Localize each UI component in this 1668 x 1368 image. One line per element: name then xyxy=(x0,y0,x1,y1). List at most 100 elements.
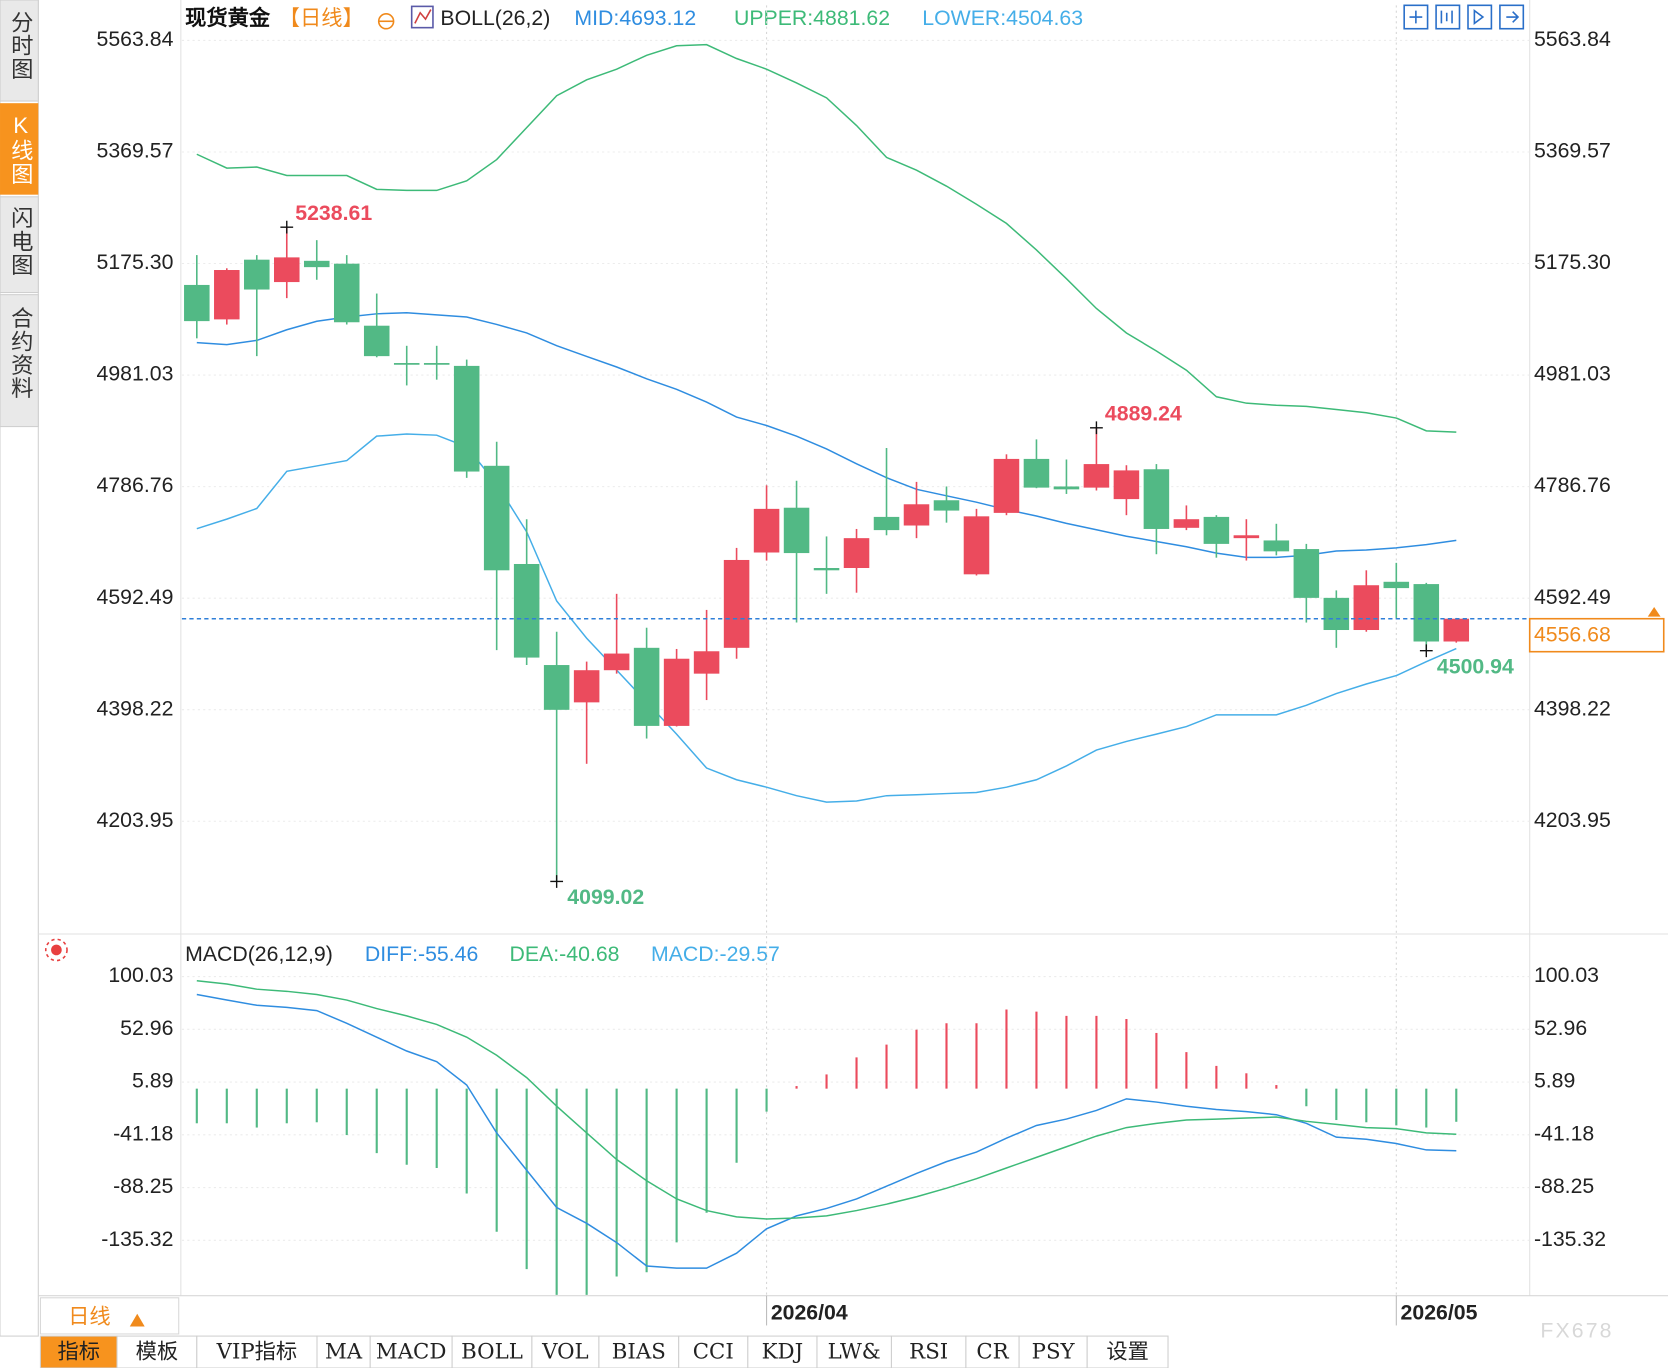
indicator-tab-label[interactable]: CCI xyxy=(693,1340,734,1365)
high-label: 4889.24 xyxy=(1105,402,1182,426)
macd-icon-ring xyxy=(44,938,68,962)
y-tick-label-right: 52.96 xyxy=(1534,1016,1587,1040)
indicator-tab[interactable] xyxy=(678,1335,749,1368)
y-tick-label: 5.89 xyxy=(132,1069,173,1093)
indicator-tab-label[interactable]: 模板 xyxy=(136,1340,179,1365)
indicator-tab[interactable] xyxy=(598,1335,680,1368)
sidebar-label[interactable]: 闪电图 xyxy=(8,206,33,277)
legend-entry: DIFF:-55.46 xyxy=(365,942,478,966)
indicator-tab[interactable] xyxy=(816,1335,892,1368)
legend-entry: MID:4693.12 xyxy=(574,6,696,30)
candle-body xyxy=(1023,458,1050,488)
indicator-tab-label[interactable]: LW& xyxy=(828,1340,881,1365)
y-tick-label: 4592.49 xyxy=(97,585,174,609)
candle-body xyxy=(1083,464,1110,488)
candle-body xyxy=(393,363,420,365)
sidebar-label[interactable]: 分时图 xyxy=(8,10,33,81)
indicator-tab-label[interactable]: 指标 xyxy=(57,1340,100,1365)
candle-body xyxy=(363,325,390,357)
candle-body xyxy=(184,284,210,322)
high-marker xyxy=(280,220,294,234)
indicator-tab-label[interactable]: VOL xyxy=(541,1340,589,1365)
indicator-label: MACD(26,12,9) xyxy=(185,942,333,966)
low-marker xyxy=(1419,644,1433,658)
low-label: 4099.02 xyxy=(567,885,644,909)
indicator-tab-label[interactable]: 设置 xyxy=(1106,1340,1149,1365)
candle-body xyxy=(333,263,360,323)
watermark: FX678 xyxy=(1540,1318,1613,1342)
y-tick-label-right: 4592.49 xyxy=(1534,585,1611,609)
y-tick-label-right: 4981.03 xyxy=(1534,362,1611,386)
indicator-tab-label[interactable]: MA xyxy=(325,1340,363,1365)
indicator-line xyxy=(196,43,1457,433)
candle-body xyxy=(453,365,480,472)
indicator-tab-label[interactable]: VIP指标 xyxy=(216,1340,298,1365)
indicator-tab-label[interactable]: CR xyxy=(976,1340,1009,1365)
indicator-tab[interactable] xyxy=(1086,1335,1169,1368)
sidebar-tab[interactable] xyxy=(0,196,39,294)
indicator-tab[interactable] xyxy=(451,1335,533,1368)
y-tick-label-right: -135.32 xyxy=(1534,1227,1606,1251)
y-tick-label: 4786.76 xyxy=(97,473,174,497)
indicator-tab[interactable] xyxy=(1018,1335,1088,1368)
instrument-title: 现货黄金 xyxy=(185,5,271,30)
period-button[interactable]: 日线 xyxy=(68,1305,111,1329)
candle-body xyxy=(1323,597,1350,631)
sidebar-label[interactable]: 合约资料 xyxy=(8,306,33,400)
legend-entry: LOWER:4504.63 xyxy=(922,6,1083,30)
candle-body xyxy=(963,516,990,575)
candle-body xyxy=(633,647,660,726)
candle-body xyxy=(214,270,240,320)
last-price-arrow xyxy=(1647,607,1661,617)
candle-body xyxy=(1203,516,1230,544)
indicator-tab-label[interactable]: PSY xyxy=(1032,1340,1076,1365)
indicator-line xyxy=(196,433,1457,803)
y-tick-label: 5175.30 xyxy=(97,250,174,274)
indicator-tab[interactable] xyxy=(890,1335,967,1368)
indicator-tab[interactable] xyxy=(39,1335,118,1368)
candle-body xyxy=(663,658,690,726)
sidebar-tab-active[interactable] xyxy=(0,103,39,195)
indicator-tab[interactable] xyxy=(965,1335,1020,1368)
indicator-tab[interactable] xyxy=(196,1335,318,1368)
sidebar-tab[interactable] xyxy=(0,294,39,428)
candle-body xyxy=(843,538,870,569)
candle-body xyxy=(873,516,900,531)
legend-entry: MACD:-29.57 xyxy=(651,942,780,966)
macd-icon[interactable] xyxy=(44,938,68,962)
y-tick-label: -41.18 xyxy=(113,1121,173,1145)
candle-body xyxy=(274,257,300,283)
candle-body xyxy=(603,653,630,671)
y-tick-label: 4203.95 xyxy=(97,808,174,832)
tool-icon[interactable] xyxy=(1435,4,1461,30)
period-box[interactable] xyxy=(39,1297,180,1335)
y-tick-label-right: 100.03 xyxy=(1534,963,1599,987)
sidebar-tab[interactable] xyxy=(0,0,39,102)
indicator-tab-label[interactable]: BIAS xyxy=(612,1340,666,1365)
period-label[interactable]: 【日线】 xyxy=(279,6,364,30)
indicator-tab-label[interactable]: BOLL xyxy=(461,1340,523,1365)
y-tick-label: 4981.03 xyxy=(97,362,174,386)
candle-body xyxy=(813,568,840,571)
last-price-label: 4556.68 xyxy=(1534,622,1611,646)
tool-glyphs xyxy=(1409,9,1520,25)
y-tick-label: 5563.84 xyxy=(97,27,174,51)
candle-body xyxy=(423,363,450,365)
y-tick-label: 52.96 xyxy=(120,1016,173,1040)
indicator-tab-label[interactable]: KDJ xyxy=(762,1340,803,1365)
sidebar-label[interactable]: K线图 xyxy=(8,113,33,186)
y-tick-label-right: 4203.95 xyxy=(1534,808,1611,832)
y-tick-label-right: 4398.22 xyxy=(1534,696,1611,720)
indicator-icon[interactable] xyxy=(410,5,434,29)
candle-body xyxy=(543,665,570,710)
candle-body xyxy=(1113,470,1140,500)
y-tick-label-right: 5369.57 xyxy=(1534,139,1611,163)
indicator-tab-label[interactable]: RSI xyxy=(909,1340,948,1365)
y-tick-label: -135.32 xyxy=(101,1227,173,1251)
x-tick-label: 2026/05 xyxy=(1401,1300,1478,1324)
y-tick-label: -88.25 xyxy=(113,1174,173,1198)
indicator-tab-label[interactable]: MACD xyxy=(376,1340,446,1365)
y-tick-label: 4398.22 xyxy=(97,696,174,720)
indicator-tab[interactable] xyxy=(116,1335,198,1368)
